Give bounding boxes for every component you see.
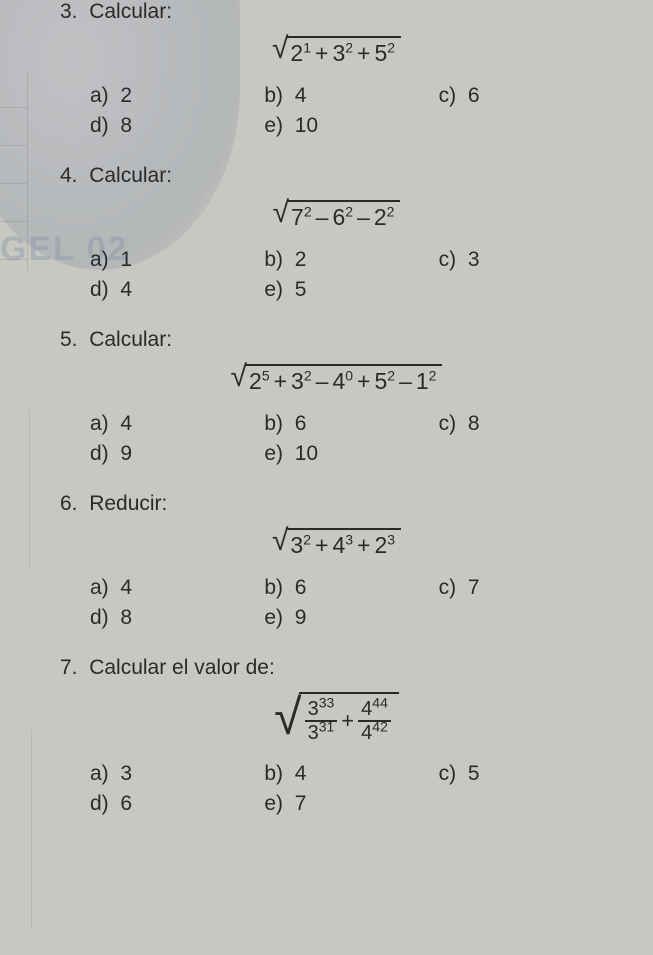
expression: √ 333 331 + 444 442 — [60, 692, 613, 744]
radical-icon: √ — [272, 526, 288, 556]
option-b[interactable]: b) 4 — [264, 84, 438, 108]
option-d[interactable]: d) 9 — [90, 442, 264, 466]
option-a[interactable]: a) 4 — [90, 576, 264, 600]
options: a) 4 b) 6 c) 8 d) 9 e) 10 — [90, 412, 613, 466]
question-prompt: Calcular: — [89, 164, 172, 187]
option-b[interactable]: b) 2 — [264, 248, 438, 272]
option-e[interactable]: e) 9 — [264, 606, 438, 630]
option-a[interactable]: a) 2 — [90, 84, 264, 108]
fraction-1: 333 331 — [305, 698, 338, 744]
question-prompt: Calcular el valor de: — [89, 656, 275, 679]
radicand: 32 + 43 + 23 — [286, 528, 401, 558]
option-b[interactable]: b) 4 — [264, 762, 438, 786]
question-title: 4. Calcular: — [60, 164, 613, 188]
expression: √ 32 + 43 + 23 — [60, 528, 613, 558]
radical-icon: √ — [231, 362, 247, 392]
option-c[interactable]: c) 5 — [439, 762, 613, 786]
question-7: 7. Calcular el valor de: √ 333 331 + 444… — [60, 656, 613, 816]
question-title: 3. Calcular: — [60, 0, 613, 24]
option-b[interactable]: b) 6 — [264, 412, 438, 436]
option-d[interactable]: d) 8 — [90, 114, 264, 138]
radicand: 72 – 62 – 22 — [287, 200, 400, 230]
expression: √ 25 + 32 – 40 + 52 – 12 — [60, 364, 613, 394]
radicand: 333 331 + 444 442 — [299, 692, 399, 744]
option-d[interactable]: d) 8 — [90, 606, 264, 630]
options: a) 1 b) 2 c) 3 d) 4 e) 5 — [90, 248, 613, 302]
worksheet-content: 3. Calcular: √ 21 + 32 + 52 a) 2 b) 4 c)… — [0, 0, 653, 816]
radical-icon: √ — [274, 694, 301, 740]
option-d[interactable]: d) 4 — [90, 278, 264, 302]
radical-icon: √ — [272, 34, 288, 64]
radical-icon: √ — [273, 198, 289, 228]
option-e[interactable]: e) 10 — [264, 442, 438, 466]
question-title: 6. Reducir: — [60, 492, 613, 516]
question-prompt: Reducir: — [89, 492, 167, 515]
option-e[interactable]: e) 5 — [264, 278, 438, 302]
expression: √ 21 + 32 + 52 — [60, 36, 613, 66]
question-number: 4. — [60, 164, 78, 187]
expression: √ 72 – 62 – 22 — [60, 200, 613, 230]
question-prompt: Calcular: — [89, 0, 172, 23]
question-number: 5. — [60, 328, 78, 351]
option-c[interactable]: c) 7 — [439, 576, 613, 600]
question-title: 7. Calcular el valor de: — [60, 656, 613, 680]
fraction-2: 444 442 — [358, 698, 391, 744]
question-5: 5. Calcular: √ 25 + 32 – 40 + 52 – 12 — [60, 328, 613, 466]
options: a) 4 b) 6 c) 7 d) 8 e) 9 — [90, 576, 613, 630]
option-c[interactable]: c) 6 — [439, 84, 613, 108]
question-3: 3. Calcular: √ 21 + 32 + 52 a) 2 b) 4 c)… — [60, 0, 613, 138]
radicand: 21 + 32 + 52 — [286, 36, 401, 66]
option-d[interactable]: d) 6 — [90, 792, 264, 816]
option-a[interactable]: a) 3 — [90, 762, 264, 786]
option-a[interactable]: a) 1 — [90, 248, 264, 272]
question-4: 4. Calcular: √ 72 – 62 – 22 a) 1 b) 2 c)… — [60, 164, 613, 302]
question-number: 3. — [60, 0, 78, 23]
options: a) 2 b) 4 c) 6 d) 8 e) 10 — [90, 84, 613, 138]
plus-sign: + — [337, 708, 358, 734]
option-a[interactable]: a) 4 — [90, 412, 264, 436]
option-c[interactable]: c) 3 — [439, 248, 613, 272]
question-number: 7. — [60, 656, 78, 679]
question-6: 6. Reducir: √ 32 + 43 + 23 a) 4 b) 6 c) … — [60, 492, 613, 630]
options: a) 3 b) 4 c) 5 d) 6 e) 7 — [90, 762, 613, 816]
radicand: 25 + 32 – 40 + 52 – 12 — [245, 364, 442, 394]
option-e[interactable]: e) 10 — [264, 114, 438, 138]
question-prompt: Calcular: — [89, 328, 172, 351]
question-number: 6. — [60, 492, 78, 515]
option-c[interactable]: c) 8 — [439, 412, 613, 436]
question-title: 5. Calcular: — [60, 328, 613, 352]
option-e[interactable]: e) 7 — [264, 792, 438, 816]
option-b[interactable]: b) 6 — [264, 576, 438, 600]
